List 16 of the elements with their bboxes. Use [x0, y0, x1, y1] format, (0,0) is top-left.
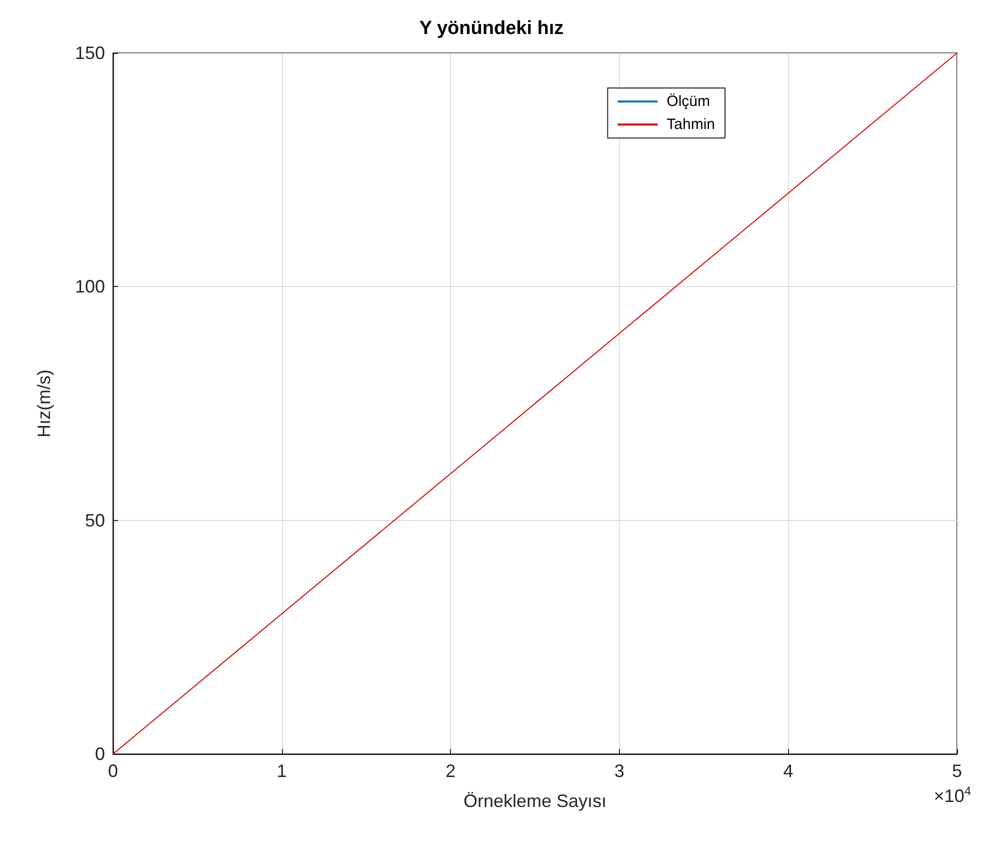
- y-axis-title: Hız(m/s): [34, 370, 54, 438]
- y-tick-label: 0: [94, 744, 105, 764]
- legend-label: Ölçüm: [666, 93, 710, 110]
- y-tick-label: 150: [74, 43, 105, 63]
- legend-label: Tahmin: [666, 116, 716, 133]
- x-tick-label: 2: [446, 761, 456, 781]
- x-tick-label: 5: [952, 761, 962, 781]
- x-tick-label: 0: [108, 761, 118, 781]
- y-tick-label: 50: [84, 510, 105, 530]
- x-tick-label: 4: [783, 761, 794, 781]
- line-series: [112, 52, 958, 754]
- chart-title: Y yönündeki hız: [419, 18, 564, 39]
- x-axis-title: Örnekleme Sayısı: [463, 791, 607, 811]
- x-tick-label: 3: [614, 761, 624, 781]
- y-tick-label: 100: [74, 276, 105, 297]
- x-tick-label: 1: [276, 761, 287, 781]
